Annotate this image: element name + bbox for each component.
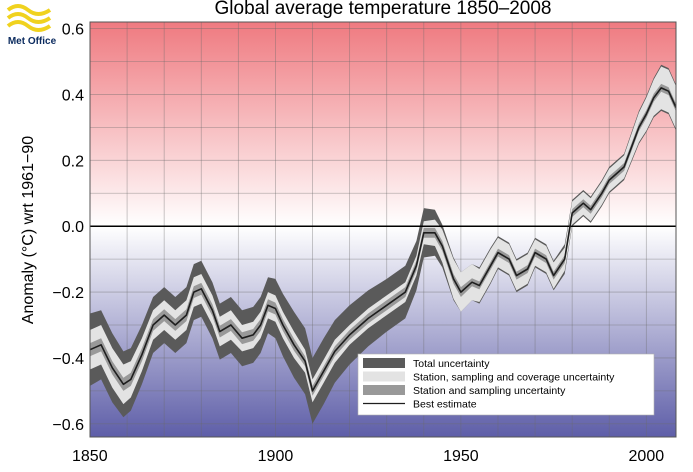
- legend-label: Station and sampling uncertainty: [413, 385, 566, 397]
- logo-wave-2: [6, 12, 52, 24]
- plot-frame: [89, 21, 677, 438]
- axis-ticks: −0.6 −0.4 −0.2 0.0 0.2 0.4 0.6 1850 1900 1950 2000: [52, 22, 664, 465]
- logo-wave-3: [6, 20, 52, 32]
- y-tick-label: 0.0: [62, 219, 84, 236]
- legend-label: Total uncertainty: [413, 358, 490, 370]
- legend-swatch: [363, 385, 405, 395]
- met-office-waves-icon: [6, 4, 52, 32]
- coverage-uncertainty-band: [90, 66, 676, 405]
- y-tick-label: 0.6: [62, 22, 84, 39]
- legend-box: [357, 353, 655, 416]
- x-tick-label: 1900: [258, 448, 294, 465]
- logo-text: Met Office: [7, 36, 57, 47]
- logo-wave-1: [6, 4, 52, 16]
- legend-swatch: [363, 371, 405, 382]
- uncertainty-bands: [90, 64, 676, 424]
- y-tick-label: 0.4: [62, 87, 84, 104]
- chart-title: Global average temperature 1850–2008: [214, 0, 552, 19]
- legend: Total uncertainty Station, sampling and c…: [357, 353, 655, 416]
- y-tick-label: 0.2: [62, 153, 84, 170]
- y-tick-label: −0.6: [52, 417, 84, 434]
- legend-swatch: [363, 358, 405, 368]
- x-tick-label: 2000: [629, 448, 665, 465]
- legend-label: Best estimate: [413, 399, 477, 411]
- x-tick-label: 1950: [443, 448, 479, 465]
- best-estimate-line-group: [90, 87, 676, 392]
- met-office-logo: [4, 2, 56, 50]
- best-estimate-line: [90, 87, 676, 392]
- y-tick-label: −0.2: [52, 285, 84, 302]
- legend-label: Station, sampling and coverage uncertain…: [413, 372, 615, 384]
- x-tick-label: 1850: [72, 448, 108, 465]
- y-tick-label: −0.4: [52, 351, 84, 368]
- y-axis-label: Anomaly (°C) wrt 1961−90: [20, 135, 37, 325]
